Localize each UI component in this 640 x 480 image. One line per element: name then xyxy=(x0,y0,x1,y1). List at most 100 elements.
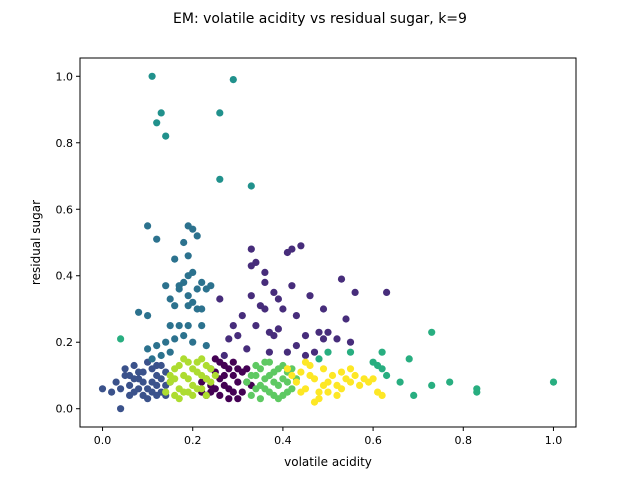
scatter-point-cluster-3-15 xyxy=(198,278,206,286)
scatter-point-cluster-1-2 xyxy=(243,345,251,353)
scatter-point-cluster-5-17 xyxy=(383,371,391,380)
scatter-point-cluster-0-25 xyxy=(211,355,219,363)
scatter-point-cluster-3-37 xyxy=(171,335,179,343)
scatter-point-cluster-8-8 xyxy=(328,371,337,380)
x-axis-ticks: 0.0 0.2 0.4 0.6 0.8 1.0 xyxy=(94,427,562,447)
scatter-point-cluster-7-28 xyxy=(175,395,183,403)
scatter-point-cluster-4-0 xyxy=(148,72,156,80)
scatter-point-cluster-1-22 xyxy=(342,315,350,323)
scatter-point-cluster-1-23 xyxy=(346,338,355,346)
points-layer xyxy=(98,72,558,413)
scatter-point-cluster-5-13 xyxy=(446,378,454,386)
scatter-point-cluster-4-7 xyxy=(247,182,255,190)
scatter-point-cluster-2-27 xyxy=(144,395,152,403)
scatter-point-cluster-3-6 xyxy=(184,252,192,260)
scatter-point-cluster-8-12 xyxy=(346,378,355,386)
scatter-point-cluster-3-14 xyxy=(193,285,201,293)
scatter-point-cluster-7-15 xyxy=(175,361,183,370)
chart-title: EM: volatile acidity vs residual sugar, … xyxy=(173,11,467,27)
scatter-point-cluster-3-30 xyxy=(198,322,206,330)
scatter-point-cluster-0-17 xyxy=(229,358,237,366)
scatter-point-cluster-7-27 xyxy=(211,371,219,380)
y-tick-label: 0.4 xyxy=(56,270,74,283)
y-tick-label: 0.6 xyxy=(56,203,74,216)
scatter-point-cluster-1-1 xyxy=(234,332,242,340)
scatter-point-cluster-3-0 xyxy=(144,222,152,230)
scatter-point-cluster-2-0 xyxy=(98,385,107,393)
scatter-point-cluster-2-24 xyxy=(117,385,125,393)
scatter-point-cluster-8-21 xyxy=(315,395,323,403)
scatter-point-cluster-3-8 xyxy=(184,272,192,280)
scatter-point-cluster-3-38 xyxy=(157,351,165,360)
scatter-point-cluster-5-8 xyxy=(405,355,413,363)
scatter-point-cluster-7-25 xyxy=(184,388,192,396)
scatter-point-cluster-1-32 xyxy=(229,322,237,330)
scatter-point-cluster-1-15 xyxy=(306,292,314,300)
scatter-point-cluster-6-28 xyxy=(252,371,260,380)
scatter-point-cluster-2-1 xyxy=(117,405,125,413)
scatter-point-cluster-8-14 xyxy=(356,381,364,389)
axes-frame xyxy=(79,57,577,428)
scatter-point-cluster-1-31 xyxy=(216,295,224,303)
scatter-point-cluster-1-14 xyxy=(288,282,296,290)
scatter-point-cluster-8-23 xyxy=(324,388,332,396)
scatter-point-cluster-6-0 xyxy=(243,378,251,386)
scatter-point-cluster-6-22 xyxy=(270,378,278,386)
y-tick-label: 1.0 xyxy=(56,70,74,83)
scatter-point-cluster-2-21 xyxy=(148,365,156,373)
scatter-point-cluster-7-0 xyxy=(162,388,170,396)
scatter-point-cluster-2-29 xyxy=(157,361,165,370)
scatter-point-cluster-1-43 xyxy=(247,292,255,300)
scatter-point-cluster-3-22 xyxy=(171,302,179,310)
scatter-point-cluster-8-30 xyxy=(288,371,296,380)
scatter-point-cluster-3-9 xyxy=(171,255,179,263)
scatter-point-cluster-4-5 xyxy=(162,132,170,140)
scatter-point-cluster-5-10 xyxy=(396,378,404,386)
y-axis-ticks: 0.0 0.2 0.4 0.6 0.8 1.0 xyxy=(56,70,80,416)
scatter-point-cluster-1-40 xyxy=(301,351,310,360)
scatter-point-cluster-0-26 xyxy=(220,371,228,380)
scatter-point-cluster-1-38 xyxy=(238,312,246,320)
scatter-point-cluster-3-27 xyxy=(166,322,174,330)
scatter-point-cluster-1-9 xyxy=(270,288,278,296)
scatter-point-cluster-8-22 xyxy=(301,358,310,366)
scatter-point-cluster-2-30 xyxy=(148,388,156,396)
scatter-point-cluster-8-17 xyxy=(369,375,377,383)
scatter-point-cluster-7-16 xyxy=(184,375,192,383)
scatter-point-cluster-1-39 xyxy=(274,295,282,303)
scatter-point-cluster-7-22 xyxy=(198,371,206,380)
scatter-point-cluster-3-31 xyxy=(180,332,188,340)
x-tick-label: 0.4 xyxy=(274,434,292,447)
scatter-point-cluster-1-42 xyxy=(225,335,233,343)
scatter-point-cluster-2-19 xyxy=(126,391,134,399)
scatter-point-cluster-4-2 xyxy=(157,109,165,117)
scatter-point-cluster-2-33 xyxy=(153,381,161,389)
scatter-point-cluster-6-15 xyxy=(265,371,273,380)
x-tick-label: 0.0 xyxy=(94,434,112,447)
scatter-point-cluster-3-40 xyxy=(148,355,156,363)
scatter-point-cluster-1-19 xyxy=(337,275,346,283)
scatter-point-cluster-8-6 xyxy=(319,365,328,373)
scatter-point-cluster-3-24 xyxy=(193,305,201,313)
scatter-point-cluster-3-25 xyxy=(135,308,143,316)
scatter-point-cluster-5-7 xyxy=(378,365,386,373)
scatter-point-cluster-7-20 xyxy=(180,355,188,363)
scatter-point-cluster-0-4 xyxy=(234,378,242,386)
scatter-point-cluster-5-1 xyxy=(315,355,323,363)
scatter-point-cluster-5-16 xyxy=(549,378,558,386)
scatter-point-cluster-0-11 xyxy=(225,365,233,373)
scatter-point-cluster-8-25 xyxy=(297,388,305,396)
scatter-point-cluster-5-11 xyxy=(410,391,418,399)
scatter-point-cluster-2-4 xyxy=(126,381,134,389)
scatter-point-cluster-0-29 xyxy=(243,365,251,373)
scatter-point-cluster-5-2 xyxy=(324,348,332,356)
scatter-point-cluster-6-21 xyxy=(261,385,269,393)
scatter-point-cluster-1-10 xyxy=(261,268,269,276)
scatter-point-cluster-3-28 xyxy=(175,322,183,330)
scatter-point-cluster-1-21 xyxy=(383,288,391,296)
scatter-point-cluster-1-3 xyxy=(252,322,260,330)
scatter-point-cluster-3-21 xyxy=(166,295,174,303)
scatter-point-cluster-2-14 xyxy=(130,361,138,370)
scatter-point-cluster-4-3 xyxy=(216,109,224,117)
scatter-point-cluster-2-20 xyxy=(135,385,143,393)
